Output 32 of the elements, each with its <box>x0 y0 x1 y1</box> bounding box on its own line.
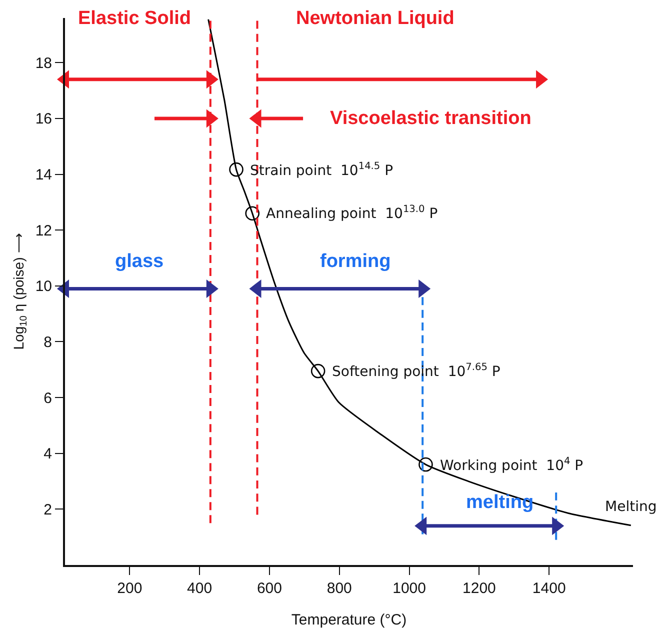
annotation: melting <box>466 492 534 513</box>
x-tick-label: 1200 <box>462 580 496 597</box>
y-tick-label: 6 <box>44 390 52 407</box>
x-tick-label: 800 <box>326 580 352 597</box>
y-tick-label: 8 <box>44 334 52 351</box>
point <box>245 206 260 221</box>
annotation: Working point 10$^{4}$ P <box>440 456 584 474</box>
annotation: forming <box>320 251 391 272</box>
x-tick-label: 600 <box>256 580 282 597</box>
y-tick-label: 18 <box>35 54 52 72</box>
y-tick-label: 12 <box>35 222 52 240</box>
x-tick-label: 1000 <box>392 580 426 597</box>
x-axis-title: Temperature (°C) <box>291 612 407 628</box>
annotation: Viscoelastic transition <box>330 108 532 129</box>
point <box>418 457 433 472</box>
x-tick-label: 400 <box>187 580 212 597</box>
y-tick-label: 16 <box>35 110 52 128</box>
annotation: Newtonian Liquid <box>296 8 454 29</box>
annotation: Annealing point 10$^{13.0}$ P <box>266 204 438 222</box>
point <box>229 162 244 177</box>
x-tick-label: 200 <box>117 580 142 597</box>
annotation: glass <box>115 251 164 272</box>
annotation: Elastic Solid <box>78 8 191 29</box>
point <box>310 364 326 378</box>
annotation: Softening point 10$^{7.65}$ P <box>332 362 500 380</box>
y-tick-label: 4 <box>44 446 52 463</box>
annotation: Strain point 10$^{14.5}$ P <box>250 161 394 179</box>
annotation: Melting <box>605 499 657 515</box>
y-tick-label: 2 <box>44 501 52 518</box>
y-tick-label: 14 <box>35 166 52 184</box>
y-tick-label: 10 <box>35 278 52 296</box>
x-tick-label: 1400 <box>532 580 566 597</box>
